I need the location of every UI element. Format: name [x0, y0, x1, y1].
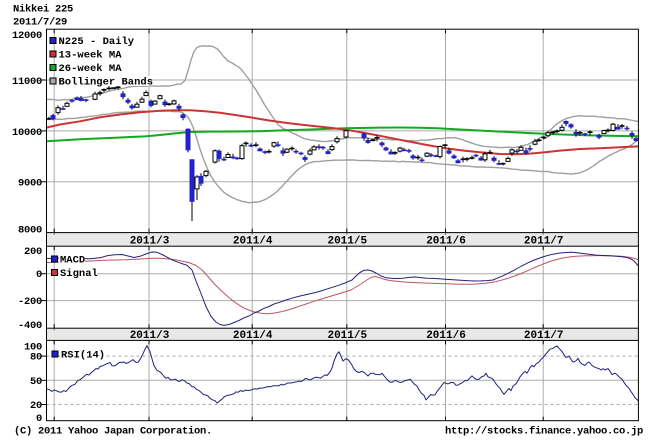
- svg-text:2011/7: 2011/7: [524, 330, 564, 342]
- svg-text:10000: 10000: [12, 127, 42, 139]
- svg-text:http://stocks.finance.yahoo.co: http://stocks.finance.yahoo.co.jp: [445, 426, 643, 438]
- svg-text:9000: 9000: [18, 178, 42, 190]
- svg-text:2011/4: 2011/4: [233, 235, 273, 247]
- svg-text:RSI(14): RSI(14): [61, 350, 105, 362]
- svg-text:-400: -400: [18, 320, 42, 332]
- svg-text:20: 20: [30, 400, 42, 412]
- svg-text:2011/3: 2011/3: [130, 330, 170, 342]
- svg-text:Bollinger Bands: Bollinger Bands: [59, 77, 154, 89]
- svg-text:12000: 12000: [12, 30, 42, 42]
- svg-text:2011/5: 2011/5: [327, 235, 367, 247]
- svg-text:11000: 11000: [12, 76, 42, 88]
- svg-text:-200: -200: [18, 296, 42, 308]
- svg-text:0: 0: [36, 269, 42, 281]
- svg-text:Nikkei 225: Nikkei 225: [13, 4, 73, 16]
- svg-text:Signal: Signal: [60, 268, 98, 280]
- svg-text:13-week MA: 13-week MA: [59, 50, 123, 62]
- svg-text:MACD: MACD: [60, 255, 85, 267]
- svg-text:2011/3: 2011/3: [130, 235, 170, 247]
- svg-text:200: 200: [24, 246, 42, 258]
- svg-text:26-week MA: 26-week MA: [59, 63, 123, 75]
- svg-text:N225 - Daily: N225 - Daily: [59, 36, 135, 48]
- svg-text:2011/7: 2011/7: [524, 235, 564, 247]
- svg-text:(C) 2011 Yahoo Japan Corporati: (C) 2011 Yahoo Japan Corporation.: [14, 426, 212, 438]
- svg-text:80: 80: [30, 352, 42, 364]
- svg-text:2011/6: 2011/6: [426, 330, 466, 342]
- svg-text:0: 0: [36, 413, 42, 425]
- svg-text:2011/5: 2011/5: [327, 330, 367, 342]
- svg-text:8000: 8000: [18, 225, 42, 237]
- svg-text:2011/4: 2011/4: [233, 330, 273, 342]
- svg-text:2011/6: 2011/6: [426, 235, 466, 247]
- svg-text:2011/7/29: 2011/7/29: [13, 16, 67, 28]
- svg-text:50: 50: [30, 376, 42, 388]
- svg-text:100: 100: [24, 342, 42, 354]
